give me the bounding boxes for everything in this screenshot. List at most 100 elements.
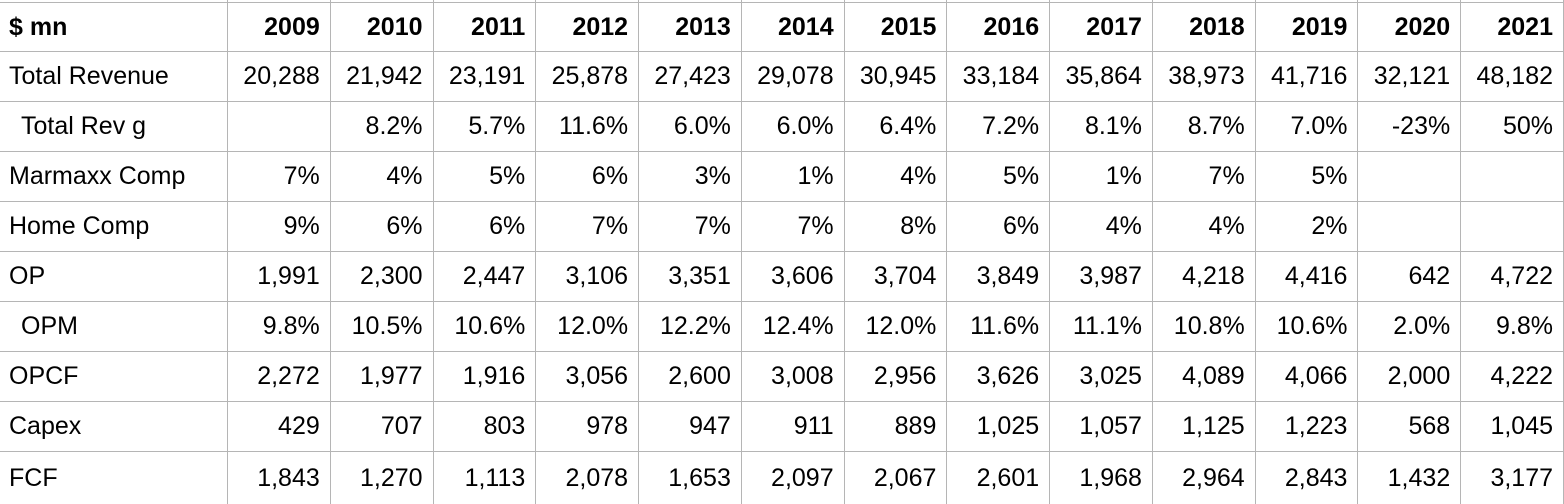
year-header-cell: 2010	[330, 3, 434, 52]
sliver-cell	[330, 0, 434, 3]
year-header-cell: 2015	[844, 3, 948, 52]
value-cell: 3,106	[536, 252, 640, 302]
value-cell: 6.4%	[844, 102, 948, 152]
value-cell: 9.8%	[228, 302, 331, 352]
value-cell	[1461, 152, 1564, 202]
value-cell: 1,653	[639, 452, 742, 504]
value-cell: 11.6%	[947, 302, 1051, 352]
value-cell: 48,182	[1461, 52, 1564, 102]
value-cell: 4,218	[1152, 252, 1256, 302]
value-cell: 21,942	[330, 52, 434, 102]
table-body: Total Revenue 20,288 21,942 23,191 25,878 27,…	[0, 52, 1564, 504]
value-cell: 1,916	[433, 352, 537, 402]
value-cell: 1,270	[331, 452, 434, 504]
table-header-row: $ mn 2009 2010 2011 2012 2013 2014 2015 2016 201…	[0, 3, 1564, 52]
value-cell: 1,057	[1050, 402, 1153, 452]
value-cell: 707	[330, 402, 434, 452]
value-cell: 3,987	[1050, 252, 1153, 302]
value-cell: 12.2%	[639, 302, 742, 352]
value-cell: 50%	[1461, 102, 1564, 152]
sliver-cell	[639, 0, 742, 3]
value-cell: 2,300	[330, 252, 434, 302]
value-cell: 1,125	[1152, 402, 1256, 452]
value-cell: 4%	[1152, 202, 1256, 252]
value-cell: 3,704	[844, 252, 948, 302]
value-cell: 2%	[1255, 202, 1359, 252]
value-cell: 6%	[947, 202, 1051, 252]
value-cell: 3,351	[639, 252, 742, 302]
value-cell: 10.8%	[1152, 302, 1256, 352]
year-header-cell: 2009	[228, 3, 331, 52]
value-cell: 2,078	[536, 452, 640, 504]
sliver-cell	[1358, 0, 1462, 3]
value-cell: 6.0%	[741, 102, 845, 152]
row-label: OP	[0, 252, 228, 302]
value-cell: 4,722	[1461, 252, 1564, 302]
value-cell: 7.2%	[947, 102, 1051, 152]
sliver-cell	[1255, 0, 1359, 3]
value-cell: 6.0%	[639, 102, 742, 152]
sliver-cell	[228, 0, 331, 3]
value-cell: 1,991	[228, 252, 331, 302]
value-cell: 23,191	[433, 52, 537, 102]
table-row: OP 1,991 2,300 2,447 3,106 3,351 3,606 3,704 3,8…	[0, 252, 1564, 302]
value-cell: 5%	[947, 152, 1051, 202]
value-cell: 1,045	[1461, 402, 1564, 452]
value-cell: 10.6%	[1255, 302, 1359, 352]
year-header-cell: 2012	[536, 3, 640, 52]
value-cell: 2,843	[1256, 452, 1359, 504]
table-row: Home Comp 9% 6% 6% 7% 7% 7% 8% 6% 4% 4% 2%	[0, 202, 1564, 252]
value-cell: 7%	[536, 202, 640, 252]
value-cell: 7.0%	[1255, 102, 1359, 152]
value-cell: 4%	[844, 152, 948, 202]
value-cell: 10.5%	[330, 302, 434, 352]
value-cell: 2,601	[947, 452, 1051, 504]
value-cell: 5%	[1255, 152, 1359, 202]
value-cell: 2.0%	[1358, 302, 1462, 352]
value-cell: 4,089	[1152, 352, 1256, 402]
sliver-cell	[433, 0, 537, 3]
value-cell: 8.1%	[1050, 102, 1153, 152]
value-cell: 29,078	[741, 52, 845, 102]
value-cell: 1,025	[947, 402, 1051, 452]
value-cell: 4%	[330, 152, 434, 202]
row-label: Home Comp	[0, 202, 228, 252]
value-cell: 4,416	[1255, 252, 1359, 302]
value-cell	[1358, 152, 1462, 202]
value-cell: 889	[844, 402, 948, 452]
sliver-cell	[1152, 0, 1256, 3]
value-cell: 12.0%	[844, 302, 948, 352]
value-cell: 978	[536, 402, 640, 452]
value-cell: 32,121	[1358, 52, 1462, 102]
sliver-cell	[536, 0, 640, 3]
year-header-cell: 2013	[639, 3, 742, 52]
value-cell: 11.6%	[536, 102, 640, 152]
value-cell: 3,177	[1461, 452, 1564, 504]
value-cell: 947	[639, 402, 742, 452]
year-header-cell: 2014	[741, 3, 845, 52]
year-header-cell: 2016	[947, 3, 1051, 52]
value-cell: 4%	[1050, 202, 1153, 252]
year-header-cell: 2019	[1255, 3, 1359, 52]
value-cell: 30,945	[844, 52, 948, 102]
value-cell: 568	[1358, 402, 1462, 452]
sliver-cell	[947, 0, 1051, 3]
value-cell: 25,878	[536, 52, 640, 102]
value-cell: 20,288	[228, 52, 331, 102]
row-label: OPM	[0, 302, 228, 352]
value-cell	[228, 102, 331, 152]
value-cell: 1,432	[1358, 452, 1462, 504]
table-top-sliver-row	[0, 0, 1564, 3]
value-cell: 1,977	[330, 352, 434, 402]
value-cell: 7%	[1152, 152, 1256, 202]
year-header-cell: 2018	[1152, 3, 1256, 52]
value-cell: 27,423	[639, 52, 742, 102]
value-cell: 6%	[536, 152, 640, 202]
value-cell: 1,113	[434, 452, 537, 504]
table-row: Total Revenue 20,288 21,942 23,191 25,878 27,…	[0, 52, 1564, 102]
value-cell: 642	[1358, 252, 1462, 302]
value-cell: 3%	[639, 152, 742, 202]
value-cell: 2,964	[1153, 452, 1256, 504]
row-label: Capex	[0, 402, 228, 452]
value-cell: 38,973	[1152, 52, 1256, 102]
